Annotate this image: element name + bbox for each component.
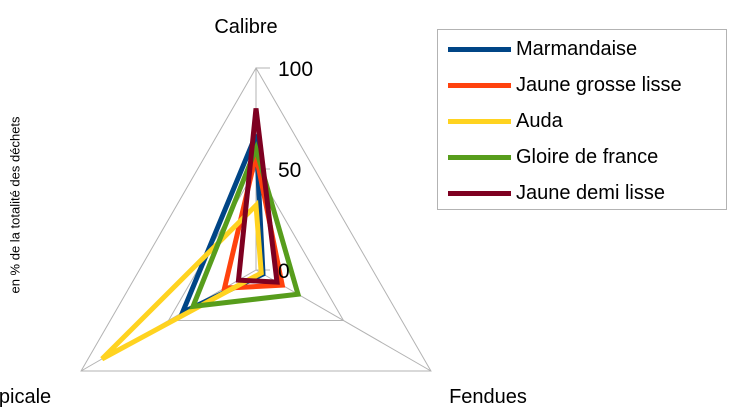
radar-series xyxy=(100,108,302,362)
legend-label: Jaune grosse lisse xyxy=(516,74,682,96)
axis-label-2: Atypicale xyxy=(0,386,51,407)
grid-ring-100 xyxy=(80,67,432,372)
legend-swatch xyxy=(448,83,511,88)
legend-label: Gloire de france xyxy=(516,146,659,168)
legend-item: Jaune demi lisse xyxy=(438,176,726,212)
legend-swatch xyxy=(448,155,511,160)
tick-label-2: 100 xyxy=(278,58,313,81)
legend-item: Auda xyxy=(438,104,726,140)
legend-label: Auda xyxy=(516,110,563,132)
spoke-1 xyxy=(255,269,432,372)
legend-swatch xyxy=(448,191,511,196)
legend-item: Gloire de france xyxy=(438,140,726,176)
legend-swatch xyxy=(448,47,511,52)
legend-item: Marmandaise xyxy=(438,32,726,68)
legend-swatch xyxy=(448,119,511,124)
series-line-3 xyxy=(189,141,302,310)
legend-item: Jaune grosse lisse xyxy=(438,68,726,104)
series-line-2 xyxy=(100,199,264,362)
legend-label: Jaune demi lisse xyxy=(516,182,665,204)
y-axis-label: en % de la totalité des déchets xyxy=(7,116,23,294)
axis-label-0: Calibre xyxy=(214,16,277,38)
legend-label: Marmandaise xyxy=(516,38,638,60)
tick-label-1: 50 xyxy=(278,159,301,182)
legend: Marmandaise Jaune grosse lisse Auda Gloire … xyxy=(437,29,727,210)
series-line-4 xyxy=(235,108,280,285)
tick-label-0: 0 xyxy=(278,260,290,283)
axis-label-1: Fendues xyxy=(449,386,527,407)
